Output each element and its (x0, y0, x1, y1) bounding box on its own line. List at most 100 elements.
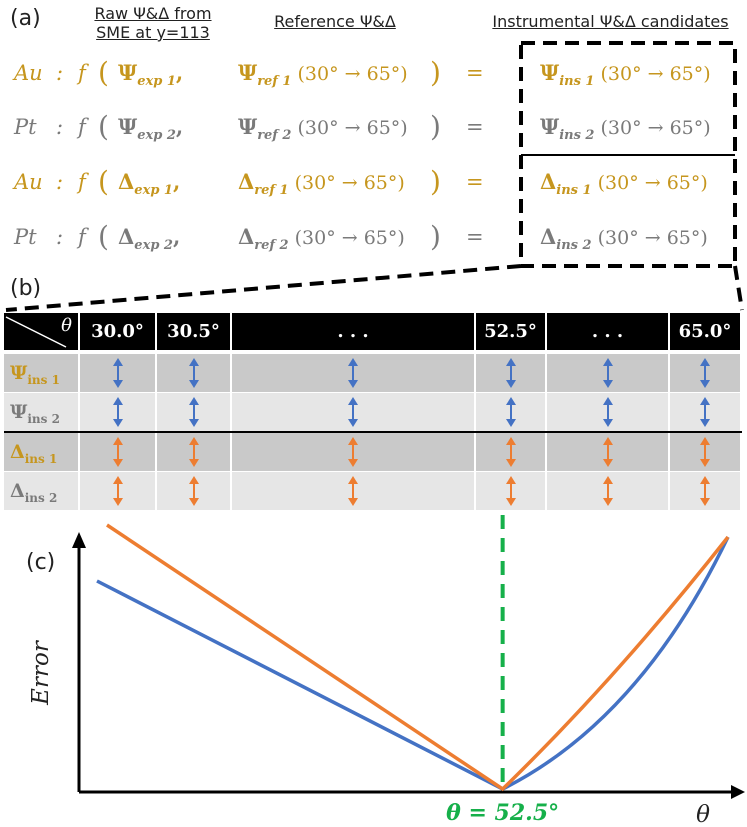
ins-subscript: ins 1 (556, 183, 592, 199)
table-row: Ψins 2 (4, 393, 742, 431)
function-f: f (78, 225, 86, 249)
double-arrow-icon (505, 358, 516, 388)
theta-label: θ (61, 315, 72, 336)
table-cell (476, 472, 545, 510)
ins-subscript: ins 2 (556, 238, 592, 254)
equals-sign: = (466, 115, 484, 139)
column-header: 52.5° (476, 313, 545, 350)
header-reference: Reference Ψ&Δ (274, 12, 396, 31)
colon: : (56, 115, 64, 139)
table-cell (476, 393, 545, 431)
table-cell (232, 354, 474, 392)
colon: : (56, 170, 64, 194)
row-label-subscript: ins 2 (27, 411, 60, 426)
table-cell (670, 354, 740, 392)
header-instrumental: Instrumental Ψ&Δ candidates (492, 12, 729, 31)
group-separator (4, 431, 742, 433)
minimum-annotation: θ = 52.5° (446, 800, 559, 826)
ref-range: (30° → 65°) (288, 172, 405, 194)
equation-row: Pt: f (Ψexp 2, Ψref 2 (30° → 65°)) = Ψins 2 (… (0, 107, 747, 147)
double-arrow-icon (700, 476, 710, 506)
function-f: f (78, 61, 86, 85)
double-arrow-icon (602, 358, 613, 388)
candidate-table: θ 30.0° 30.5°. . . 52.5°. . . 65.0° Ψins 1 Ψin… (4, 313, 742, 513)
equals-sign: = (466, 225, 484, 249)
double-arrow-icon (700, 397, 710, 427)
ref-range: (30° → 65°) (291, 63, 408, 85)
double-arrow-icon (602, 437, 613, 467)
x-axis-label: θ (696, 802, 710, 827)
row-label-subscript: ins 2 (24, 490, 58, 505)
series-orange-line (106, 523, 730, 792)
double-arrow-icon (505, 397, 516, 427)
comma: , (172, 169, 181, 194)
ins-range: (30° → 65°) (591, 227, 708, 249)
ref-symbol: Ψref 2 (30° → 65°) (238, 114, 408, 144)
corner-diagonal (5, 316, 67, 348)
comma: , (175, 114, 184, 139)
ref-range: (30° → 65°) (291, 117, 408, 139)
ins-symbol: Ψins 1 (30° → 65°) (540, 60, 711, 90)
table-cell (232, 433, 474, 471)
table-corner-header: θ (4, 313, 78, 350)
colon: : (56, 225, 64, 249)
open-paren: ( (98, 56, 109, 89)
row-label-cell: Δins 1 (4, 433, 78, 471)
material-label: Au (14, 61, 43, 85)
ref-subscript: ref 2 (257, 128, 292, 144)
header-raw: Raw Ψ&Δ from SME at y=113 (78, 4, 228, 42)
table-cell (157, 393, 230, 431)
table-cell (232, 472, 474, 510)
row-label: Δins 2 (10, 480, 58, 505)
x-axis-arrow-icon (731, 785, 745, 799)
ref-subscript: ref 2 (254, 238, 289, 254)
dashed-selection-outline (5, 41, 744, 312)
ref-subscript: ref 1 (257, 74, 292, 90)
double-arrow-icon (112, 476, 123, 506)
table-cell (157, 354, 230, 392)
ins-subscript: ins 1 (559, 74, 595, 90)
double-arrow-icon (700, 358, 710, 388)
row-label-subscript: ins 1 (27, 372, 60, 387)
ref-range: (30° → 65°) (288, 227, 405, 249)
equation-row: Au: f (Ψexp 1, Ψref 1 (30° → 65°)) = Ψins 1 (… (0, 53, 747, 93)
open-paren: ( (98, 165, 109, 198)
exp-subscript: exp 1 (137, 74, 176, 90)
double-arrow-icon (112, 397, 123, 427)
open-paren: ( (98, 220, 109, 253)
close-paren: ) (430, 110, 441, 143)
exp-symbol: Δexp 1, (118, 169, 181, 199)
table-cell (80, 433, 155, 471)
function-f: f (78, 115, 86, 139)
double-arrow-icon (188, 437, 199, 467)
column-header: 65.0° (670, 313, 740, 350)
double-arrow-icon (188, 397, 199, 427)
column-header: . . . (232, 313, 474, 350)
exp-symbol: Ψexp 2, (118, 114, 184, 144)
table-cell (476, 433, 545, 471)
double-arrow-icon (112, 358, 123, 388)
column-header: 30.5° (157, 313, 230, 350)
table-cell (670, 433, 740, 471)
table-cell (670, 472, 740, 510)
ins-symbol: Ψins 2 (30° → 65°) (540, 114, 711, 144)
row-label: Δins 1 (10, 441, 58, 466)
function-f: f (78, 170, 86, 194)
exp-subscript: exp 2 (134, 238, 173, 254)
double-arrow-icon (188, 476, 199, 506)
table-cell (547, 393, 668, 431)
equals-sign: = (466, 61, 484, 85)
series-blue-line (96, 536, 730, 791)
double-arrow-icon (700, 437, 710, 467)
ref-subscript: ref 1 (254, 183, 289, 199)
row-label-cell: Δins 2 (4, 472, 78, 510)
ref-symbol: Δref 2 (30° → 65°) (238, 224, 405, 254)
colon: : (56, 61, 64, 85)
ins-range: (30° → 65°) (594, 117, 711, 139)
header-raw-line1: Raw Ψ&Δ from (94, 4, 212, 23)
exp-subscript: exp 1 (134, 183, 173, 199)
table-cell (547, 433, 668, 471)
double-arrow-icon (188, 358, 199, 388)
table-cell (670, 393, 740, 431)
double-arrow-icon (602, 397, 613, 427)
